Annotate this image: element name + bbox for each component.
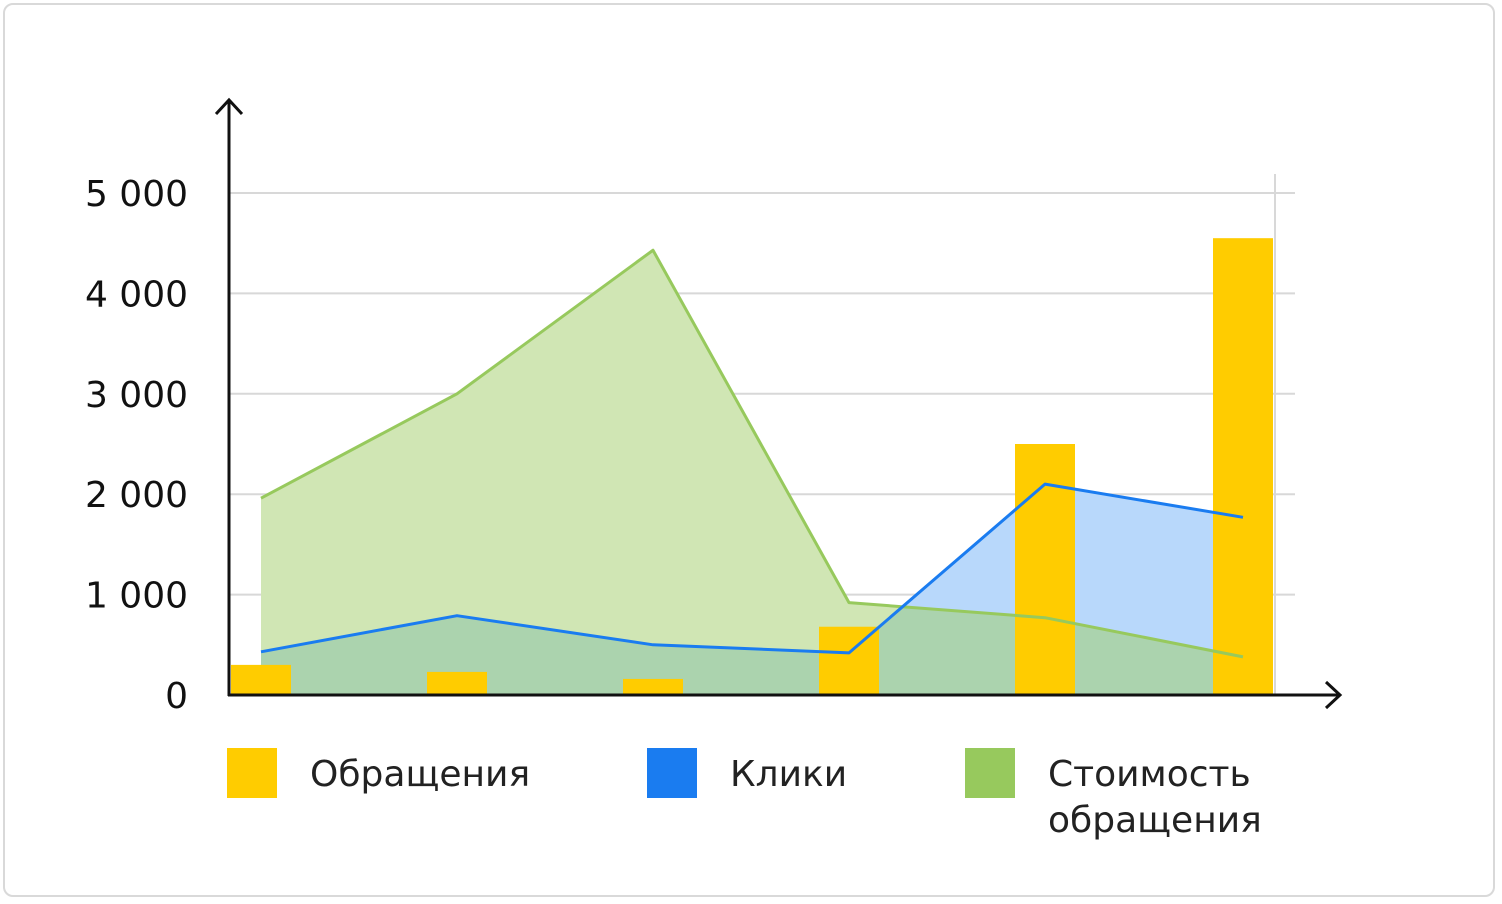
legend-label-stoimost-line1: Стоимость [1048, 754, 1251, 795]
line-stoimost [260, 248, 1244, 659]
y-axis-arrow [214, 97, 244, 116]
bar-3 [623, 678, 683, 695]
legend-item-obrashcheniya: Обращения [227, 748, 530, 798]
legend-item-kliki: Клики [647, 748, 847, 798]
y-tick-label-3: 3 000 [85, 375, 188, 416]
y-tick-label-4: 4 000 [85, 274, 188, 315]
legend-label-kliki: Клики [730, 754, 847, 795]
legend-label-obrashcheniya: Обращения [310, 754, 530, 795]
legend: Обращения Клики Стоимость обращения [227, 748, 1262, 841]
y-tick-labels: 0 1 000 2 000 3 000 4 000 5 000 [85, 174, 188, 717]
y-tick-label-1: 1 000 [85, 576, 188, 617]
legend-swatch-stoimost [965, 748, 1015, 798]
y-tick-label-2: 2 000 [85, 475, 188, 516]
area-layer [261, 250, 1243, 695]
bar-layer [231, 238, 1273, 695]
area-stoimost [261, 250, 1243, 695]
bar-4 [819, 626, 879, 695]
bar-2 [427, 671, 487, 695]
bar-5 [1015, 444, 1075, 695]
x-axis-arrow [1324, 680, 1343, 710]
legend-label-stoimost-line2: обращения [1048, 800, 1262, 841]
y-tick-label-5: 5 000 [85, 174, 188, 215]
y-tick-label-0: 0 [165, 676, 188, 717]
line-kliki [260, 482, 1244, 655]
bar-6 [1213, 238, 1273, 695]
bar-1 [231, 664, 291, 695]
axes [214, 97, 1343, 710]
legend-swatch-kliki [647, 748, 697, 798]
legend-item-stoimost: Стоимость обращения [965, 748, 1262, 841]
legend-swatch-obrashcheniya [227, 748, 277, 798]
line-layer [260, 248, 1244, 659]
